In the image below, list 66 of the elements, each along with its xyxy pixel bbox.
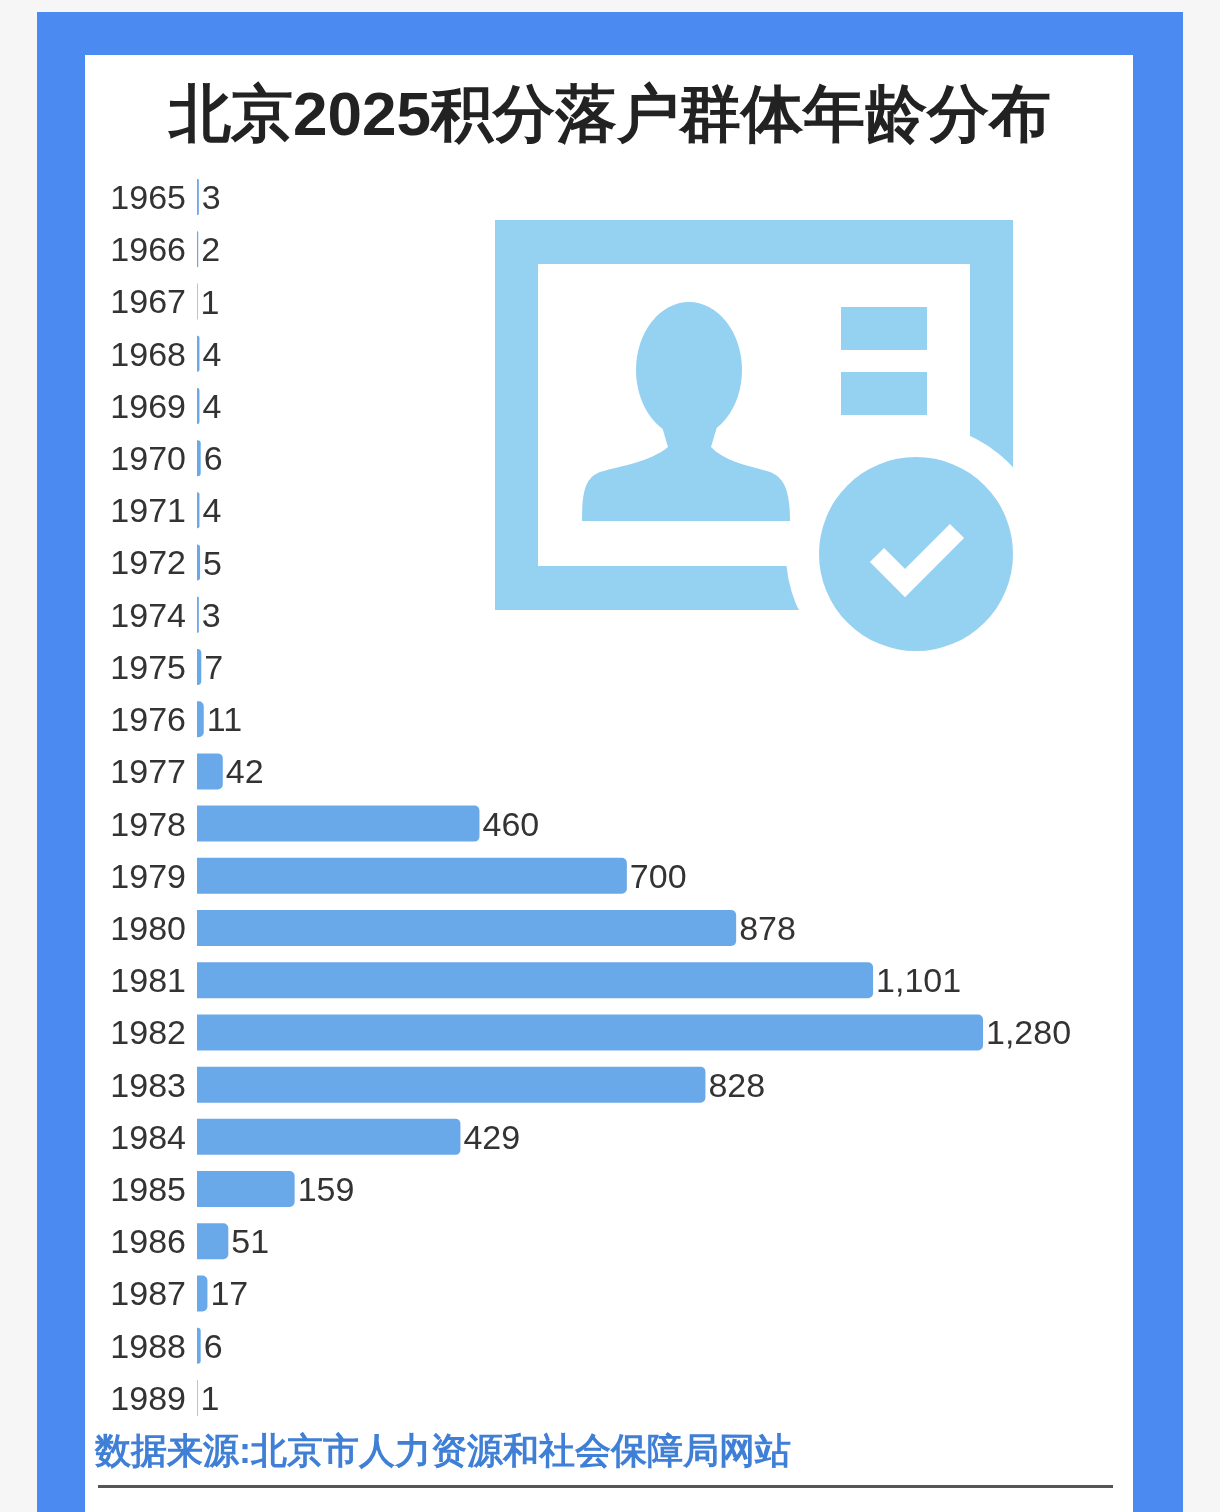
data-label: 2 <box>201 230 221 269</box>
data-label: 700 <box>629 856 687 895</box>
y-tick-label: 1974 <box>110 595 186 634</box>
data-label: 4 <box>202 386 222 425</box>
y-tick-label: 1982 <box>110 1013 186 1052</box>
bar <box>197 805 480 842</box>
y-tick-label: 1979 <box>110 856 186 895</box>
bar <box>197 648 202 685</box>
bar <box>197 1118 461 1155</box>
y-tick-label: 1983 <box>110 1065 186 1104</box>
bar <box>197 1275 208 1312</box>
bar <box>197 1066 706 1103</box>
data-label: 6 <box>203 439 223 478</box>
data-label: 1 <box>200 282 220 321</box>
y-tick-label: 1981 <box>110 961 186 1000</box>
data-label: 5 <box>203 543 222 582</box>
data-label: 7 <box>204 647 224 686</box>
y-tick-label: 1989 <box>110 1378 186 1417</box>
data-label: 4 <box>202 334 222 373</box>
y-tick-label: 1980 <box>110 908 186 947</box>
bar <box>197 544 201 581</box>
y-tick-label: 1968 <box>110 334 186 373</box>
y-tick-label: 1986 <box>110 1222 186 1261</box>
y-tick-label: 1978 <box>110 804 186 843</box>
bar <box>197 910 737 947</box>
y-tick-label: 1987 <box>110 1274 186 1313</box>
data-label: 17 <box>210 1274 249 1313</box>
bar <box>197 701 204 738</box>
data-label: 159 <box>297 1170 355 1209</box>
data-label: 460 <box>482 804 540 843</box>
y-tick-label: 1976 <box>110 700 186 739</box>
data-label: 1,101 <box>876 961 962 1000</box>
data-label: 1 <box>200 1378 220 1417</box>
y-tick-label: 1971 <box>110 491 186 530</box>
chart-title: 北京2025积分落户群体年龄分布 <box>167 78 1051 148</box>
data-label: 3 <box>201 178 221 217</box>
data-label: 3 <box>201 595 221 634</box>
bar <box>197 440 201 477</box>
y-tick-label: 1977 <box>110 752 186 791</box>
bar <box>197 1223 229 1260</box>
bar <box>197 1171 295 1208</box>
y-tick-label: 1985 <box>110 1169 186 1208</box>
y-tick-label: 1967 <box>110 282 186 321</box>
data-label: 878 <box>739 909 796 948</box>
y-tick-label: 1970 <box>110 439 186 478</box>
bar <box>197 1327 201 1364</box>
source-note: 数据来源:北京市人力资源和社会保障局网站 <box>94 1430 791 1471</box>
data-label: 1,280 <box>986 1013 1072 1052</box>
data-label: 4 <box>202 491 222 530</box>
data-label: 6 <box>203 1326 223 1365</box>
data-label: 11 <box>206 700 243 739</box>
bar <box>197 753 223 790</box>
data-label: 429 <box>463 1117 521 1156</box>
y-tick-label: 1969 <box>110 386 186 425</box>
data-label: 42 <box>225 752 264 791</box>
y-tick-label: 1984 <box>110 1117 186 1156</box>
y-tick-label: 1972 <box>110 543 186 582</box>
y-tick-label: 1988 <box>110 1326 186 1365</box>
data-label: 51 <box>231 1222 270 1261</box>
y-tick-label: 1965 <box>110 178 186 216</box>
y-tick-label: 1966 <box>110 230 186 269</box>
y-tick-label: 1975 <box>110 647 186 686</box>
bar <box>197 1014 983 1051</box>
bar <box>197 857 627 894</box>
data-label: 828 <box>708 1065 766 1104</box>
bar <box>197 962 874 999</box>
